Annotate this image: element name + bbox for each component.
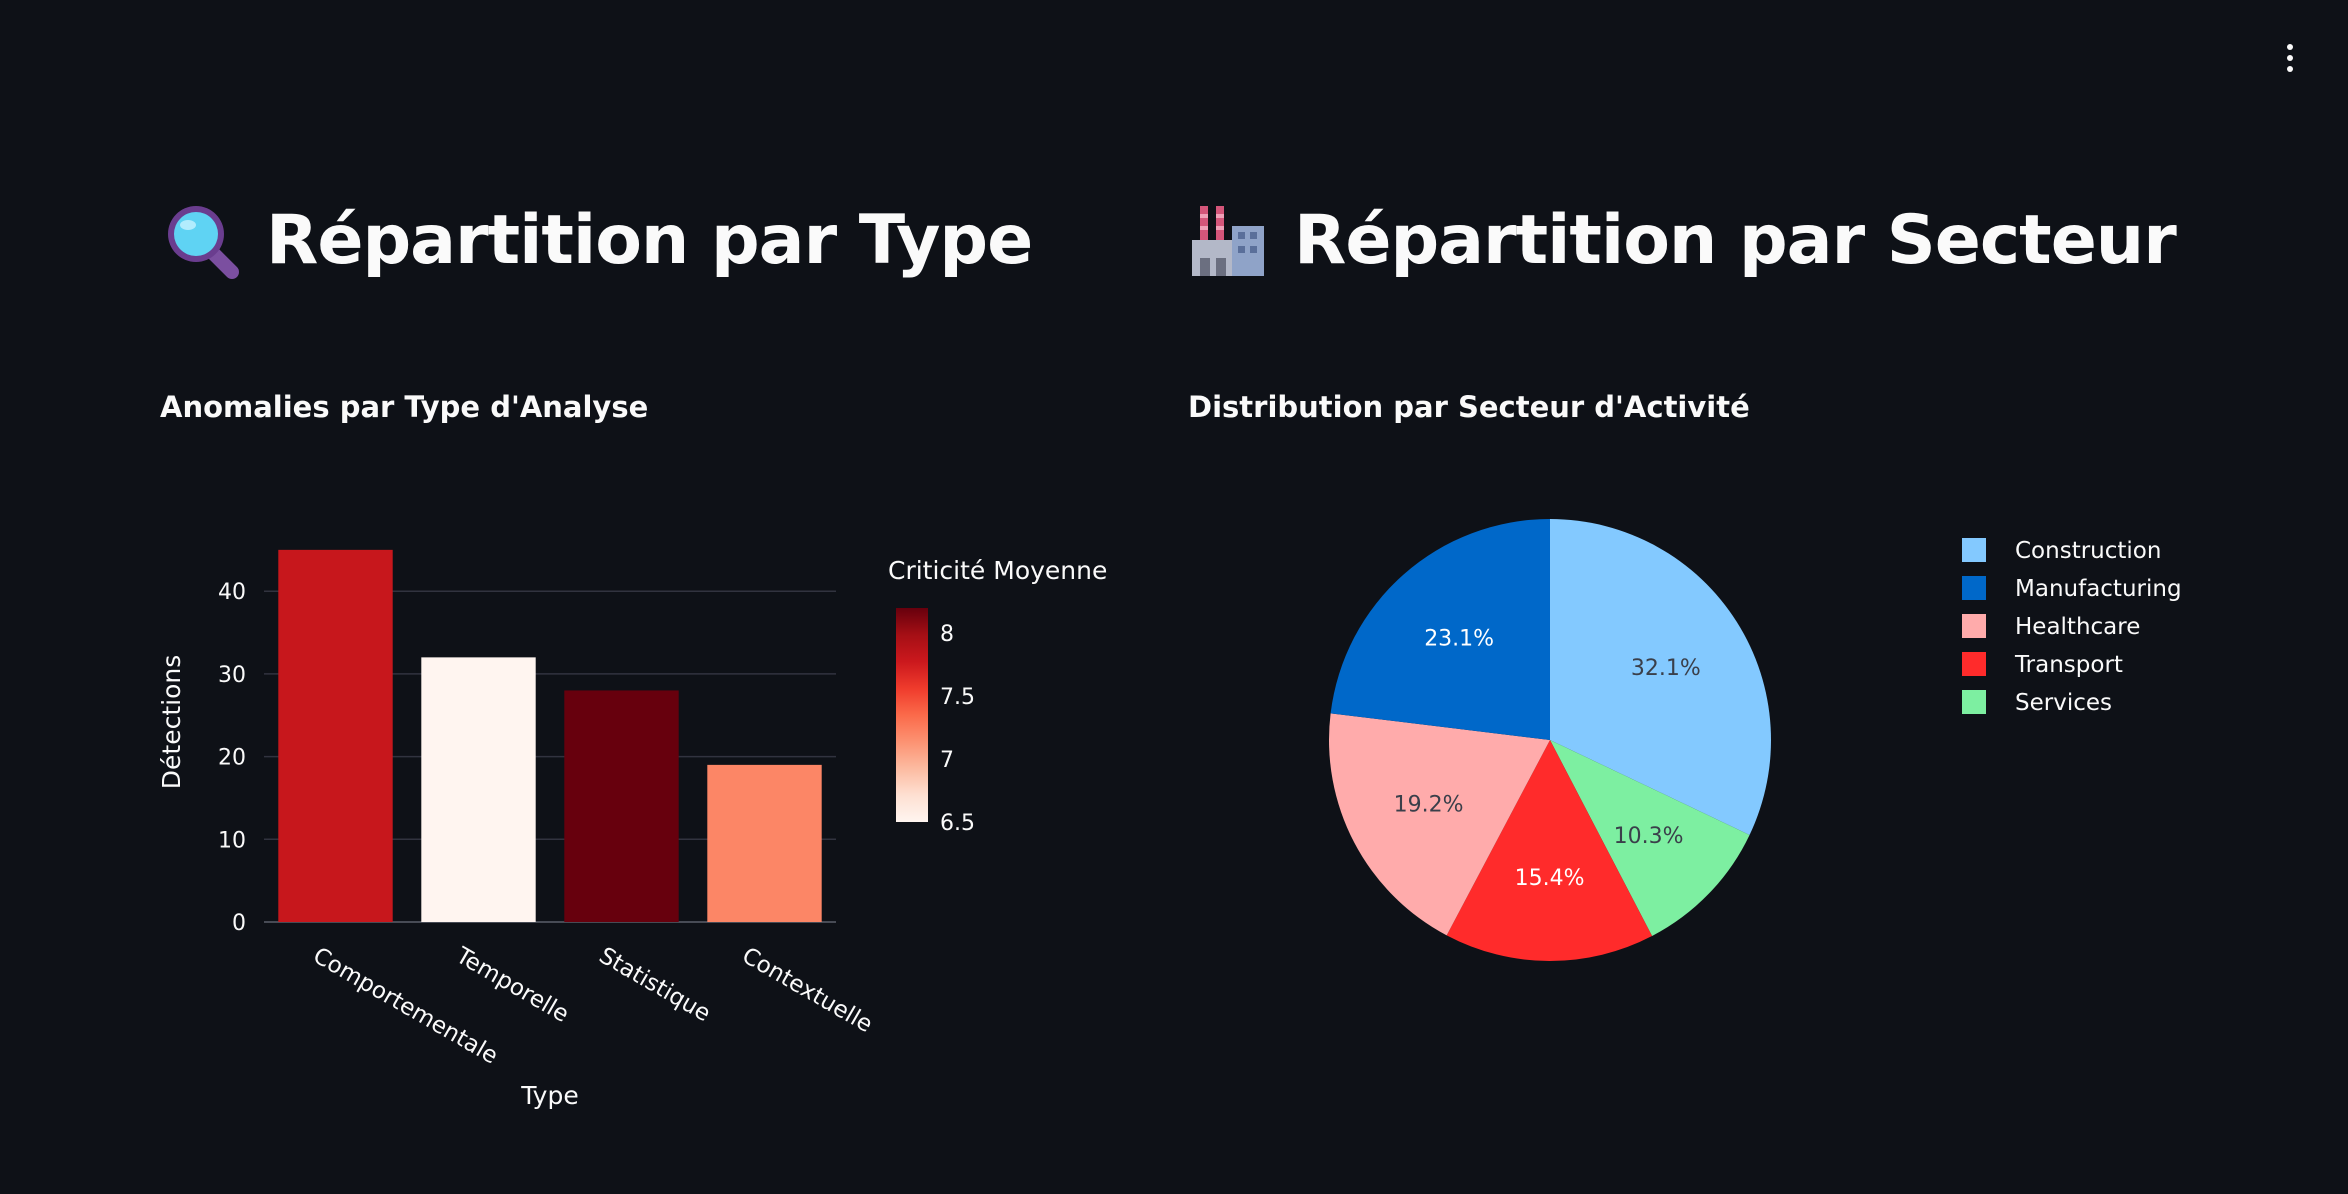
y-tick-label: 10 <box>218 828 246 853</box>
factory-icon <box>1192 206 1264 276</box>
type-section-title: Répartition par Type <box>266 200 1033 280</box>
kebab-menu-icon <box>2287 44 2293 50</box>
bar-chart-title: Anomalies par Type d'Analyse <box>160 390 649 424</box>
pie-percent-label: 23.1% <box>1424 626 1494 651</box>
y-tick-label: 0 <box>232 911 246 936</box>
legend-swatch <box>1962 652 1986 676</box>
colorbar-tick-label: 7.5 <box>940 685 975 710</box>
legend-item-manufacturing[interactable]: Manufacturing <box>1962 576 2182 602</box>
pie-slice-services[interactable] <box>1550 740 1750 937</box>
legend-label: Healthcare <box>2015 614 2140 640</box>
y-tick-label: 30 <box>218 663 246 688</box>
magnifier-icon <box>168 206 239 279</box>
sector-section-title: Répartition par Secteur <box>1294 200 2177 280</box>
pie-percent-label: 15.4% <box>1515 866 1585 891</box>
pie-chart: 32.1% 10.3% 15.4% 19.2% 23.1% Construction Ma… <box>1329 519 2182 961</box>
sector-section-heading: Répartition par Secteur <box>1188 200 2177 280</box>
pie-slice-transport[interactable] <box>1446 740 1653 961</box>
legend-label: Transport <box>2014 652 2123 678</box>
legend-item-construction[interactable]: Construction <box>1962 538 2161 564</box>
x-tick-label: Statistique <box>595 943 715 1027</box>
pie-slice-manufacturing[interactable] <box>1330 519 1550 740</box>
y-tick-label: 20 <box>218 746 246 771</box>
legend-label: Manufacturing <box>2015 576 2182 602</box>
pie-percent-label: 32.1% <box>1631 656 1701 681</box>
colorbar-tick-label: 7 <box>940 748 954 773</box>
legend-item-services[interactable]: Services <box>1962 690 2112 716</box>
legend-item-healthcare[interactable]: Healthcare <box>1962 614 2140 640</box>
bar[interactable] <box>707 764 822 922</box>
legend-label: Services <box>2015 690 2112 716</box>
legend-label: Construction <box>2015 538 2161 564</box>
main-menu-button[interactable] <box>2272 40 2308 76</box>
legend-item-transport[interactable]: Transport <box>1962 652 2123 678</box>
type-section-heading: Répartition par Type <box>160 200 1033 280</box>
x-tick-label: Temporelle <box>451 942 573 1028</box>
pie-slice-healthcare[interactable] <box>1329 713 1550 936</box>
colorbar-title: Criticité Moyenne <box>888 556 1107 585</box>
y-axis-label: Détections <box>160 655 186 789</box>
x-tick-label: Contextuelle <box>738 943 877 1038</box>
legend-swatch <box>1962 576 1986 600</box>
colorbar <box>896 608 928 822</box>
y-tick-label: 40 <box>218 580 246 605</box>
pie-chart-title: Distribution par Secteur d'Activité <box>1188 390 1750 424</box>
bar[interactable] <box>564 690 679 922</box>
legend-swatch <box>1962 614 1986 638</box>
colorbar-tick-label: 8 <box>940 622 954 647</box>
colorbar-tick-label: 6.5 <box>940 811 975 836</box>
legend-swatch <box>1962 690 1986 714</box>
legend-swatch <box>1962 538 1986 562</box>
x-axis-label: Type <box>520 1081 578 1110</box>
bar[interactable] <box>278 549 393 922</box>
pie-percent-label: 10.3% <box>1614 824 1684 849</box>
pie-slice-construction[interactable] <box>1550 519 1771 835</box>
pie-percent-label: 19.2% <box>1394 792 1464 817</box>
bar[interactable] <box>421 657 536 922</box>
